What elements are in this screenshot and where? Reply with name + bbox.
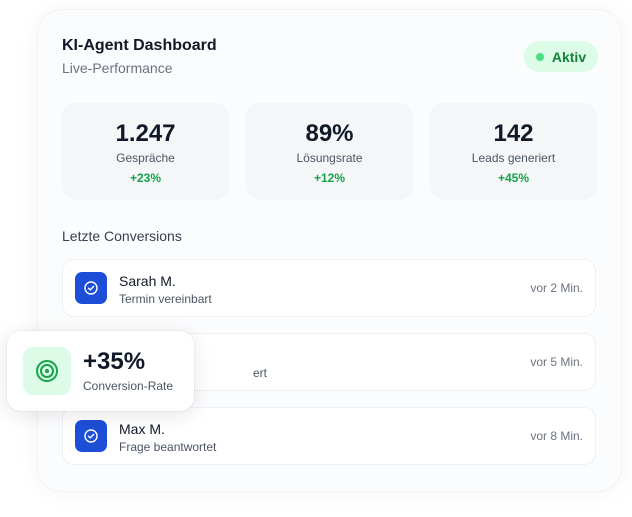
stat-change: +23%: [129, 171, 162, 185]
conversion-detail: ert: [253, 366, 268, 380]
page-title: KI-Agent Dashboard: [62, 37, 217, 54]
conversion-detail: Frage beantwortet: [119, 440, 217, 454]
conversion-rate-badge: +35% Conversion-Rate: [7, 331, 194, 411]
target-icon: [23, 347, 71, 395]
stat-value: 89%: [305, 120, 354, 147]
stat-card-leads: 142 Leads generiert +45%: [430, 103, 597, 200]
conversion-rate-label: Conversion-Rate: [83, 379, 174, 393]
status-badge: Aktiv: [524, 41, 598, 72]
conversion-name: Max M.: [119, 421, 165, 437]
stat-change: +12%: [313, 171, 346, 185]
check-circle-icon: [75, 420, 107, 452]
conversion-rate-value: +35%: [83, 348, 146, 375]
conversion-name: Sarah M.: [119, 273, 176, 289]
check-circle-icon: [75, 272, 107, 304]
stat-value: 1.247: [115, 120, 176, 147]
conversion-detail: Termin vereinbart: [119, 292, 212, 306]
conversion-time: vor 8 Min.: [530, 429, 583, 443]
conversion-time: vor 2 Min.: [530, 281, 583, 295]
stat-label: Leads generiert: [471, 151, 556, 165]
stat-label: Gespräche: [116, 151, 175, 165]
stat-card-resolution-rate: 89% Lösungsrate +12%: [246, 103, 413, 200]
stat-label: Lösungsrate: [296, 151, 363, 165]
section-title: Letzte Conversions: [62, 228, 182, 244]
page-subtitle: Live-Performance: [62, 60, 173, 76]
status-label: Aktiv: [551, 48, 587, 65]
stat-change: +45%: [497, 171, 530, 185]
conversion-list-item[interactable]: Sarah M. Termin vereinbart vor 2 Min.: [62, 259, 596, 317]
conversion-time: vor 5 Min.: [530, 355, 583, 369]
status-dot-icon: [535, 52, 544, 61]
stat-card-conversations: 1.247 Gespräche +23%: [62, 103, 229, 200]
stat-value: 142: [493, 120, 534, 147]
conversion-list-item[interactable]: Max M. Frage beantwortet vor 8 Min.: [62, 407, 596, 465]
